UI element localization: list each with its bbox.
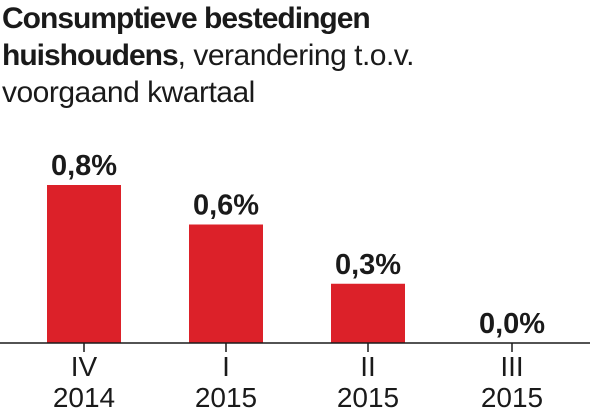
title-line-3: voorgaand kwartaal [2,74,587,111]
bars-group [47,185,405,343]
title-bold-part-2: huishoudens [2,39,179,72]
ticks-group [83,343,513,352]
value-label-3: 0,0% [479,308,545,340]
bar-0 [47,185,121,343]
bar-1 [189,224,263,343]
value-label-2: 0,3% [335,249,401,281]
tick-label-quarter-0: IV [71,351,98,382]
tick-label-year-0: 2014 [53,382,115,413]
title-light-part: , verandering t.o.v. [177,39,415,72]
value-label-0: 0,8% [51,150,117,182]
value-label-1: 0,6% [193,190,259,222]
value-labels-group: 0,8% 0,6% 0,3% 0,0% [51,150,545,340]
title-line-2: huishoudens, verandering t.o.v. [2,37,587,74]
title-bold-part-1: Consumptieve bestedingen [2,2,371,35]
bar-2 [331,283,405,343]
chart-title: Consumptieve bestedingen huishoudens, ve… [2,0,587,111]
tick-label-year-3: 2015 [481,382,543,413]
tick-label-quarter-3: III [500,351,523,382]
tick-label-quarter-2: II [360,351,376,382]
subtitle: voorgaand kwartaal [2,76,255,109]
tick-label-year-1: 2015 [195,382,257,413]
tick-label-quarter-1: I [222,351,230,382]
title-line-1: Consumptieve bestedingen [2,0,587,37]
tick-label-year-2: 2015 [337,382,399,413]
